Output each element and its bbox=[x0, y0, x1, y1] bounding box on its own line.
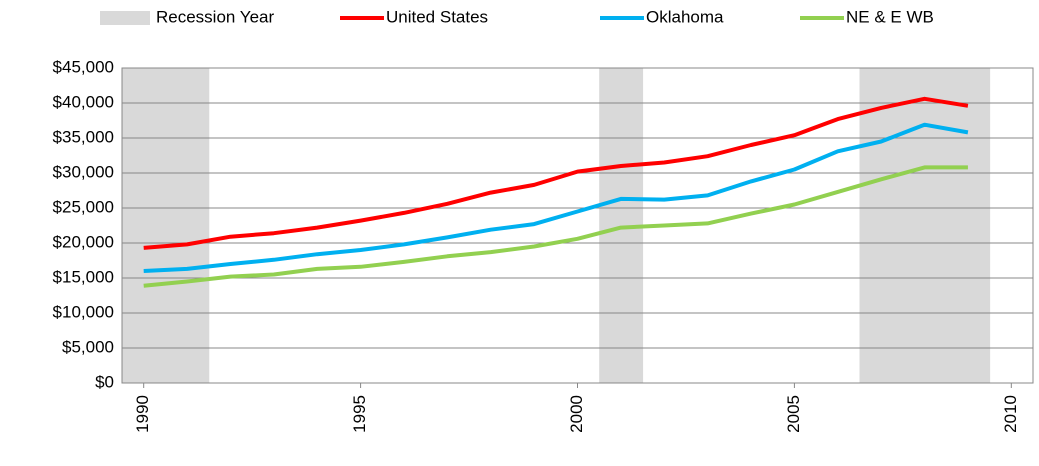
recession-band bbox=[902, 68, 947, 383]
x-tick-label: 1995 bbox=[350, 395, 369, 433]
y-tick-label: $25,000 bbox=[53, 197, 114, 216]
x-tick-label: 1990 bbox=[133, 395, 152, 433]
y-tick-label: $30,000 bbox=[53, 162, 114, 181]
y-tick-label: $0 bbox=[95, 372, 114, 391]
recession-band bbox=[122, 68, 166, 383]
x-tick-label: 2000 bbox=[567, 395, 586, 433]
legend-label: NE & E WB bbox=[846, 7, 934, 26]
series-line bbox=[143, 165, 968, 288]
x-tick-label: 2005 bbox=[784, 395, 803, 433]
y-tick-label: $40,000 bbox=[53, 92, 114, 111]
recession-band bbox=[859, 68, 904, 383]
legend-label: United States bbox=[386, 7, 488, 26]
series-line bbox=[143, 96, 969, 250]
legend-label: Recession Year bbox=[156, 7, 274, 26]
y-tick-label: $10,000 bbox=[53, 302, 114, 321]
recession-band bbox=[165, 68, 210, 383]
y-tick-label: $15,000 bbox=[53, 267, 114, 286]
y-tick-label: $35,000 bbox=[53, 127, 114, 146]
legend-label: Oklahoma bbox=[646, 7, 724, 26]
recession-band bbox=[946, 68, 991, 383]
y-tick-label: $5,000 bbox=[62, 337, 114, 356]
y-tick-label: $45,000 bbox=[53, 57, 114, 76]
x-tick-label: 2010 bbox=[1001, 395, 1020, 433]
y-tick-label: $20,000 bbox=[53, 232, 114, 251]
series-line bbox=[143, 122, 969, 273]
legend-swatch bbox=[100, 11, 150, 25]
